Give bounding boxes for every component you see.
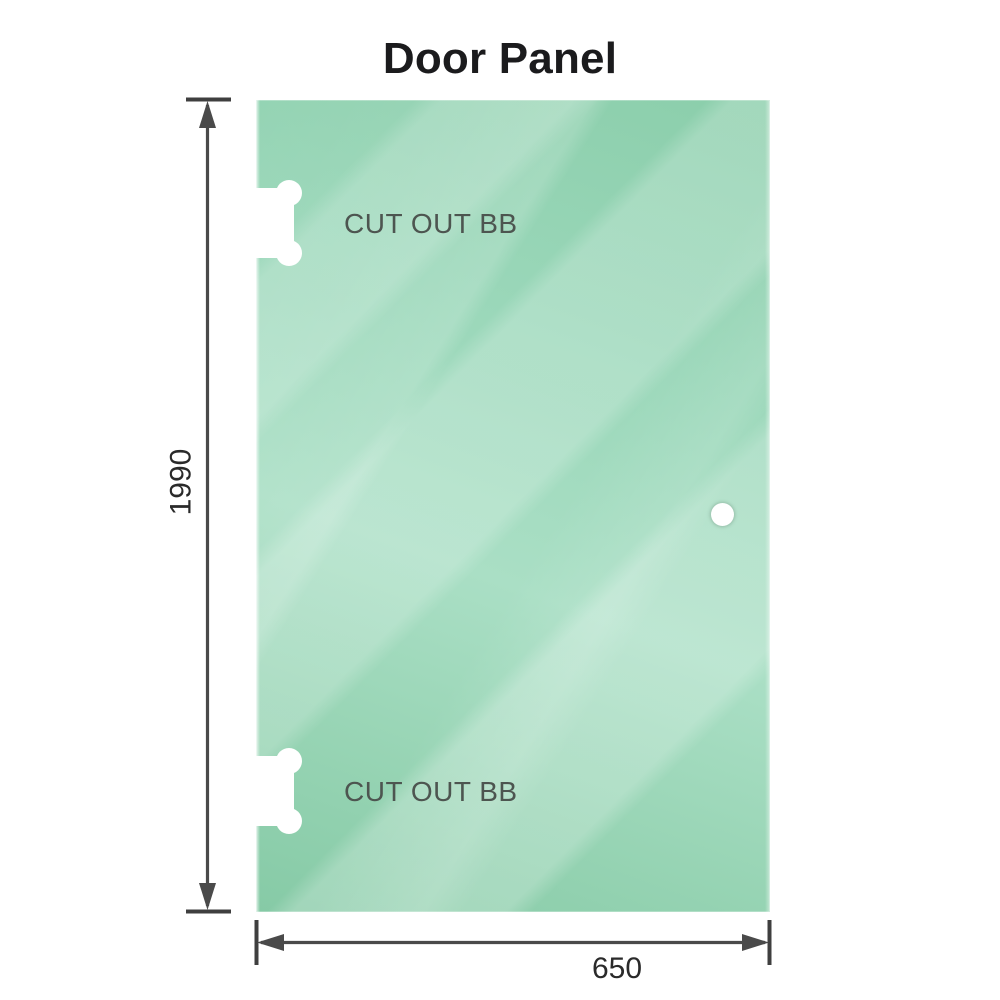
cut-out-top — [256, 180, 302, 266]
cut-out-bottom-label: CUT OUT BB — [344, 776, 518, 807]
cut-out-bottom-lobe-lower — [276, 808, 302, 834]
cut-out-bottom-lobe-upper — [276, 748, 302, 774]
width-dimension — [254, 920, 772, 965]
cut-out-bottom — [256, 748, 302, 834]
cut-out-top-label: CUT OUT BB — [344, 208, 518, 239]
handle-hole — [711, 503, 734, 526]
page-title: Door Panel — [382, 34, 618, 83]
glass-panel: CUT OUT BB CUT OUT BB — [256, 100, 770, 912]
width-dimension-label: 650 — [592, 952, 643, 985]
height-dimension-label: 1990 — [164, 448, 198, 516]
cut-out-top-lobe-upper — [276, 180, 302, 206]
cut-out-top-lobe-lower — [276, 240, 302, 266]
glass-panel-fill — [256, 100, 770, 912]
